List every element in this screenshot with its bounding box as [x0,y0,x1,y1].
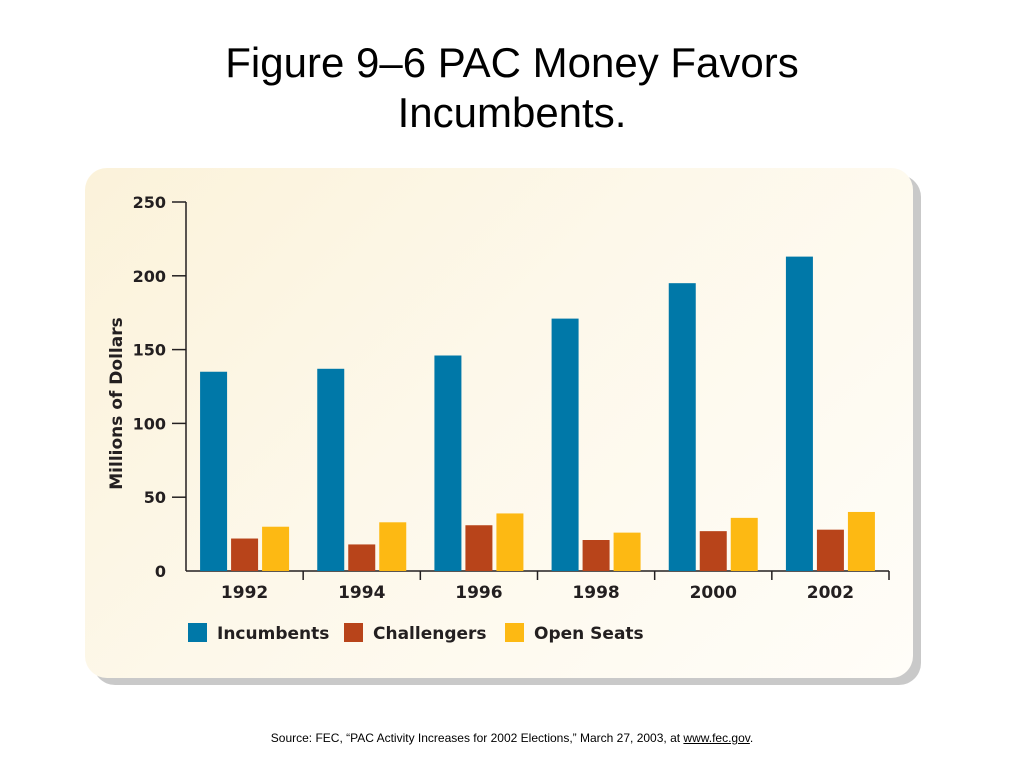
bar-open-seats-1992 [262,526,290,571]
bar-challengers-1998 [582,540,610,571]
bar-incumbents-1994 [317,368,345,571]
x-tick-label: 1998 [572,583,619,603]
slide-title: Figure 9–6 PAC Money Favors Incumbents. [0,38,1024,138]
slide-title-line-1: Figure 9–6 PAC Money Favors [225,39,799,86]
y-tick-label: 250 [133,193,166,212]
x-tick-label: 1994 [338,583,385,603]
y-tick-label: 50 [144,488,166,507]
legend-label-challengers: Challengers [373,624,487,644]
legend-swatch-incumbents [188,623,207,642]
bar-open-seats-1998 [613,532,641,571]
bar-challengers-1992 [231,538,259,571]
x-tick-label: 1992 [221,583,268,603]
bar-open-seats-1994 [379,522,407,571]
x-tick-label: 2002 [807,583,854,603]
bar-open-seats-2002 [847,511,875,571]
source-link[interactable]: www.fec.gov [683,731,750,745]
bar-incumbents-2002 [785,256,813,571]
bar-challengers-2002 [816,529,844,571]
x-tick-label: 1996 [455,583,502,603]
bar-chart: 0 50 100 150 200 250 Millions of Dollars 1992 19… [107,193,890,644]
chart-panel: 0 50 100 150 200 250 Millions of Dollars 1992 19… [85,168,913,678]
slide-title-line-2: Incumbents. [397,89,627,136]
bar-incumbents-1996 [434,355,462,571]
bar-incumbents-1992 [200,371,228,571]
bar-open-seats-1996 [496,513,524,571]
y-tick-label: 100 [133,414,166,433]
legend-swatch-challengers [344,623,363,642]
legend-label-open-seats: Open Seats [534,624,644,644]
bar-challengers-1996 [465,525,493,571]
bar-incumbents-2000 [668,283,696,571]
y-tick-label: 200 [133,267,166,286]
legend-label-incumbents: Incumbents [217,624,329,644]
bar-challengers-1994 [348,544,376,571]
bar-challengers-2000 [699,531,727,571]
source-citation: Source: FEC, “PAC Activity Increases for… [0,731,1024,745]
y-axis-title: Millions of Dollars [107,317,127,489]
source-prefix: Source: FEC, “PAC Activity Increases for… [270,731,684,745]
legend-swatch-open-seats [505,623,524,642]
x-tick-label: 2000 [690,583,737,603]
bar-incumbents-1998 [551,318,579,571]
source-suffix: . [749,731,754,745]
y-tick-label: 0 [155,562,166,581]
bar-open-seats-2000 [730,517,758,571]
y-tick-label: 150 [133,341,166,360]
